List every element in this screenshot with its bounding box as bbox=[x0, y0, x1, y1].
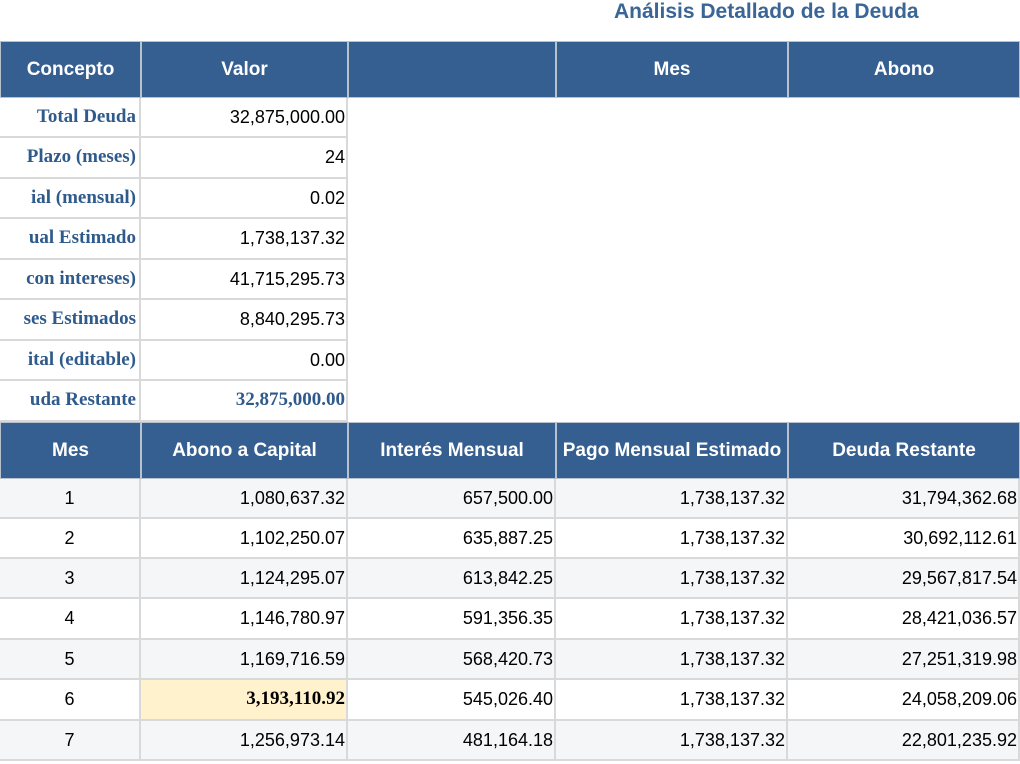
table-row: 4 1,146,780.97 591,356.35 1,738,137.32 2… bbox=[0, 599, 1020, 640]
summary-value[interactable]: 8,840,295.73 bbox=[141, 300, 348, 341]
cell-pago-mensual[interactable]: 1,738,137.32 bbox=[556, 721, 788, 761]
header-mes-amort[interactable]: Mes bbox=[0, 422, 141, 479]
cell-deuda-restante[interactable]: 24,058,209.06 bbox=[788, 680, 1020, 721]
summary-value[interactable]: 0.02 bbox=[141, 179, 348, 219]
sheet-title: Análisis Detallado de la Deuda bbox=[614, 0, 919, 23]
cell-mes[interactable]: 2 bbox=[0, 519, 141, 559]
cell-abono-capital[interactable]: 1,256,973.14 bbox=[141, 721, 348, 761]
cell-interes-mensual[interactable]: 591,356.35 bbox=[348, 599, 556, 640]
summary-label[interactable]: ial (mensual) bbox=[0, 179, 141, 219]
cell-mes[interactable]: 4 bbox=[0, 599, 141, 640]
summary-value[interactable]: 0.00 bbox=[141, 341, 348, 381]
header-deuda-restante[interactable]: Deuda Restante bbox=[788, 422, 1020, 479]
header-empty[interactable] bbox=[348, 41, 556, 98]
cell-interes-mensual[interactable]: 635,887.25 bbox=[348, 519, 556, 559]
cell-interes-mensual[interactable]: 568,420.73 bbox=[348, 640, 556, 680]
table-row: 1 1,080,637.32 657,500.00 1,738,137.32 3… bbox=[0, 479, 1020, 519]
cell-pago-mensual[interactable]: 1,738,137.32 bbox=[556, 479, 788, 519]
header-mes[interactable]: Mes bbox=[556, 41, 788, 98]
cell-interes-mensual[interactable]: 613,842.25 bbox=[348, 559, 556, 599]
cell-deuda-restante[interactable]: 27,251,319.98 bbox=[788, 640, 1020, 680]
cell-pago-mensual[interactable]: 1,738,137.32 bbox=[556, 680, 788, 721]
cell-mes[interactable]: 5 bbox=[0, 640, 141, 680]
header-abono-capital[interactable]: Abono a Capital bbox=[141, 422, 348, 479]
header-valor[interactable]: Valor bbox=[141, 41, 348, 98]
cell-pago-mensual[interactable]: 1,738,137.32 bbox=[556, 519, 788, 559]
header-abono[interactable]: Abono bbox=[788, 41, 1020, 98]
cell-interes-mensual[interactable]: 481,164.18 bbox=[348, 721, 556, 761]
cell-deuda-restante[interactable]: 29,567,817.54 bbox=[788, 559, 1020, 599]
cell-abono-capital[interactable]: 1,169,716.59 bbox=[141, 640, 348, 680]
table-row: 2 1,102,250.07 635,887.25 1,738,137.32 3… bbox=[0, 519, 1020, 559]
cell-deuda-restante[interactable]: 30,692,112.61 bbox=[788, 519, 1020, 559]
summary-label[interactable]: ual Estimado bbox=[0, 219, 141, 260]
cell-abono-capital[interactable]: 1,146,780.97 bbox=[141, 599, 348, 640]
cell-mes[interactable]: 7 bbox=[0, 721, 141, 761]
summary-label[interactable]: Total Deuda bbox=[0, 98, 141, 138]
summary-label[interactable]: uda Restante bbox=[0, 381, 141, 422]
summary-label[interactable]: ital (editable) bbox=[0, 341, 141, 381]
header-interes-mensual[interactable]: Interés Mensual bbox=[348, 422, 556, 479]
summary-value[interactable]: 1,738,137.32 bbox=[141, 219, 348, 260]
summary-label[interactable]: ses Estimados bbox=[0, 300, 141, 341]
table-row: 7 1,256,973.14 481,164.18 1,738,137.32 2… bbox=[0, 721, 1020, 764]
summary-value[interactable]: 32,875,000.00 bbox=[141, 98, 348, 138]
cell-mes[interactable]: 1 bbox=[0, 479, 141, 519]
cell-mes[interactable]: 6 bbox=[0, 680, 141, 721]
cell-abono-capital-highlighted[interactable]: 3,193,110.92 bbox=[141, 680, 348, 721]
summary-label[interactable]: Plazo (meses) bbox=[0, 138, 141, 179]
table-row: 3 1,124,295.07 613,842.25 1,738,137.32 2… bbox=[0, 559, 1020, 599]
summary-value[interactable]: 41,715,295.73 bbox=[141, 260, 348, 300]
cell-abono-capital[interactable]: 1,080,637.32 bbox=[141, 479, 348, 519]
cell-mes[interactable]: 3 bbox=[0, 559, 141, 599]
cell-abono-capital[interactable]: 1,124,295.07 bbox=[141, 559, 348, 599]
cell-deuda-restante[interactable]: 28,421,036.57 bbox=[788, 599, 1020, 640]
cell-pago-mensual[interactable]: 1,738,137.32 bbox=[556, 599, 788, 640]
cell-abono-capital[interactable]: 1,102,250.07 bbox=[141, 519, 348, 559]
cell-interes-mensual[interactable]: 657,500.00 bbox=[348, 479, 556, 519]
table-row: 5 1,169,716.59 568,420.73 1,738,137.32 2… bbox=[0, 640, 1020, 680]
header-pago-mensual[interactable]: Pago Mensual Estimado bbox=[556, 422, 788, 479]
summary-value[interactable]: 24 bbox=[141, 138, 348, 179]
cell-pago-mensual[interactable]: 1,738,137.32 bbox=[556, 559, 788, 599]
cell-pago-mensual[interactable]: 1,738,137.32 bbox=[556, 640, 788, 680]
cell-deuda-restante[interactable]: 22,801,235.92 bbox=[788, 721, 1020, 761]
table-row: 6 3,193,110.92 545,026.40 1,738,137.32 2… bbox=[0, 680, 1020, 721]
cell-deuda-restante[interactable]: 31,794,362.68 bbox=[788, 479, 1020, 519]
cell-interes-mensual[interactable]: 545,026.40 bbox=[348, 680, 556, 721]
summary-label[interactable]: con intereses) bbox=[0, 260, 141, 300]
header-concepto[interactable]: Concepto bbox=[0, 41, 141, 98]
summary-value[interactable]: 32,875,000.00 bbox=[141, 381, 348, 422]
